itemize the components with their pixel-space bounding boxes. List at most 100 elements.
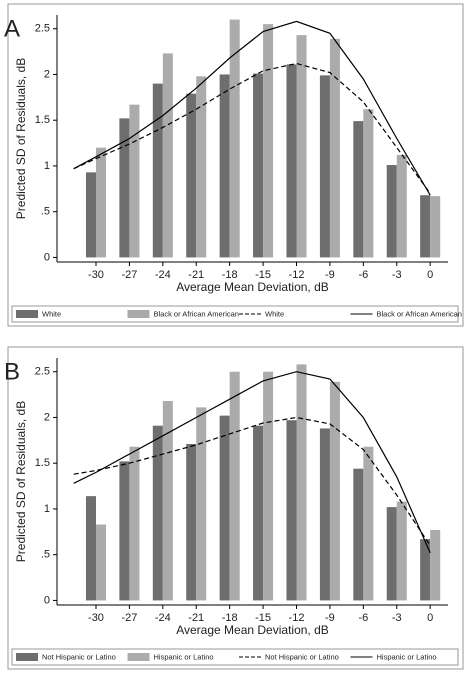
bar — [319, 75, 330, 258]
y-tick-label: 1 — [44, 160, 50, 172]
bar — [386, 507, 397, 601]
y-tick-label: 2 — [44, 68, 50, 80]
bar — [95, 524, 107, 601]
legend-label: Hispanic or Latino — [154, 652, 214, 661]
bar — [85, 172, 96, 258]
bar — [263, 24, 274, 258]
bar — [420, 539, 431, 601]
x-tick-label: -27 — [121, 612, 137, 624]
x-tick-label: -27 — [121, 269, 137, 281]
legend-label: Hispanic or Latino — [377, 652, 437, 661]
bar — [329, 381, 340, 601]
x-tick-label: -3 — [392, 612, 402, 624]
curve — [73, 371, 431, 554]
legend-frame — [11, 648, 459, 666]
x-tick-label: -12 — [289, 269, 305, 281]
legend-label: Not Hispanic or Latino — [265, 652, 339, 661]
bar — [353, 468, 364, 601]
x-tick-label: -30 — [88, 269, 104, 281]
bar — [196, 76, 207, 258]
x-tick-label: -21 — [188, 612, 204, 624]
y-tick-label: 2 — [44, 411, 50, 423]
y-tick-label: 1 — [44, 503, 50, 515]
bar — [363, 446, 374, 601]
bar — [430, 529, 441, 601]
bar — [152, 425, 163, 601]
legend-swatch — [127, 653, 150, 661]
legend-label: Black or African American — [377, 309, 462, 318]
legend-swatch — [16, 653, 38, 661]
bar — [186, 443, 197, 601]
x-axis-title: Average Mean Deviation, dB — [176, 623, 329, 637]
y-axis-title: Predicted SD of Residuals, dB — [14, 401, 28, 562]
bar — [162, 400, 173, 601]
bar — [152, 83, 163, 258]
x-tick-label: -6 — [358, 612, 368, 624]
bar — [229, 19, 240, 258]
bar — [263, 371, 274, 601]
y-tick-label: .5 — [41, 549, 50, 561]
x-tick-label: -18 — [222, 269, 238, 281]
panel: B0.511.522.5-30 -27 -24 -21 -18 -15 -12 -9 -6 -3 0… — [4, 346, 464, 670]
x-tick-label: -21 — [188, 269, 204, 281]
bar — [296, 364, 307, 601]
bar — [396, 154, 407, 258]
y-tick-label: 2.5 — [35, 366, 50, 378]
bar — [253, 73, 264, 258]
legend-label: White — [42, 309, 61, 318]
bar — [286, 420, 297, 601]
x-tick-label: 0 — [427, 612, 433, 624]
bar — [296, 35, 307, 258]
bar — [95, 147, 107, 258]
y-tick-label: 0 — [44, 251, 50, 263]
x-tick-label: -3 — [392, 269, 402, 281]
x-tick-label: -12 — [289, 612, 305, 624]
legend-label: Not Hispanic or Latino — [42, 652, 116, 661]
y-tick-label: .5 — [41, 206, 50, 218]
bar — [129, 446, 140, 601]
bar — [286, 64, 297, 258]
x-tick-label: -15 — [255, 612, 271, 624]
bar — [363, 109, 374, 258]
x-tick-label: -6 — [358, 269, 368, 281]
x-tick-label: -18 — [222, 612, 238, 624]
legend-frame — [11, 305, 459, 323]
bar — [396, 501, 407, 601]
bar — [430, 196, 441, 258]
bar — [386, 165, 397, 258]
y-axis-title: Predicted SD of Residuals, dB — [14, 58, 28, 219]
y-tick-label: 1.5 — [35, 114, 50, 126]
legend-label: Black or African American — [154, 309, 239, 318]
panel-label: A — [4, 15, 20, 42]
x-tick-label: -30 — [88, 612, 104, 624]
bar — [196, 407, 207, 601]
bar — [319, 428, 330, 601]
bar — [353, 121, 364, 258]
panel: A0.511.522.5-30 -27 -24 -21 -18 -15 -12 -9 -6 -3 0… — [4, 3, 464, 327]
bar — [329, 38, 340, 258]
bar — [129, 104, 140, 258]
bar — [219, 415, 230, 601]
bar — [229, 371, 240, 601]
curve — [73, 20, 431, 196]
x-axis-title: Average Mean Deviation, dB — [176, 280, 329, 294]
curve — [73, 416, 431, 546]
y-tick-label: 2.5 — [35, 23, 50, 35]
legend-swatch — [16, 310, 38, 318]
bar — [119, 461, 130, 601]
bar — [186, 93, 197, 258]
legend-swatch — [127, 310, 150, 318]
x-tick-label: 0 — [427, 269, 433, 281]
bar — [420, 195, 431, 258]
bar — [85, 496, 96, 601]
x-tick-label: -9 — [325, 612, 335, 624]
x-tick-label: -24 — [155, 612, 171, 624]
y-tick-label: 0 — [44, 594, 50, 606]
x-tick-label: -9 — [325, 269, 335, 281]
y-tick-label: 1.5 — [35, 457, 50, 469]
x-tick-label: -15 — [255, 269, 271, 281]
legend-label: White — [265, 309, 284, 318]
bar — [162, 53, 173, 258]
x-tick-label: -24 — [155, 269, 171, 281]
